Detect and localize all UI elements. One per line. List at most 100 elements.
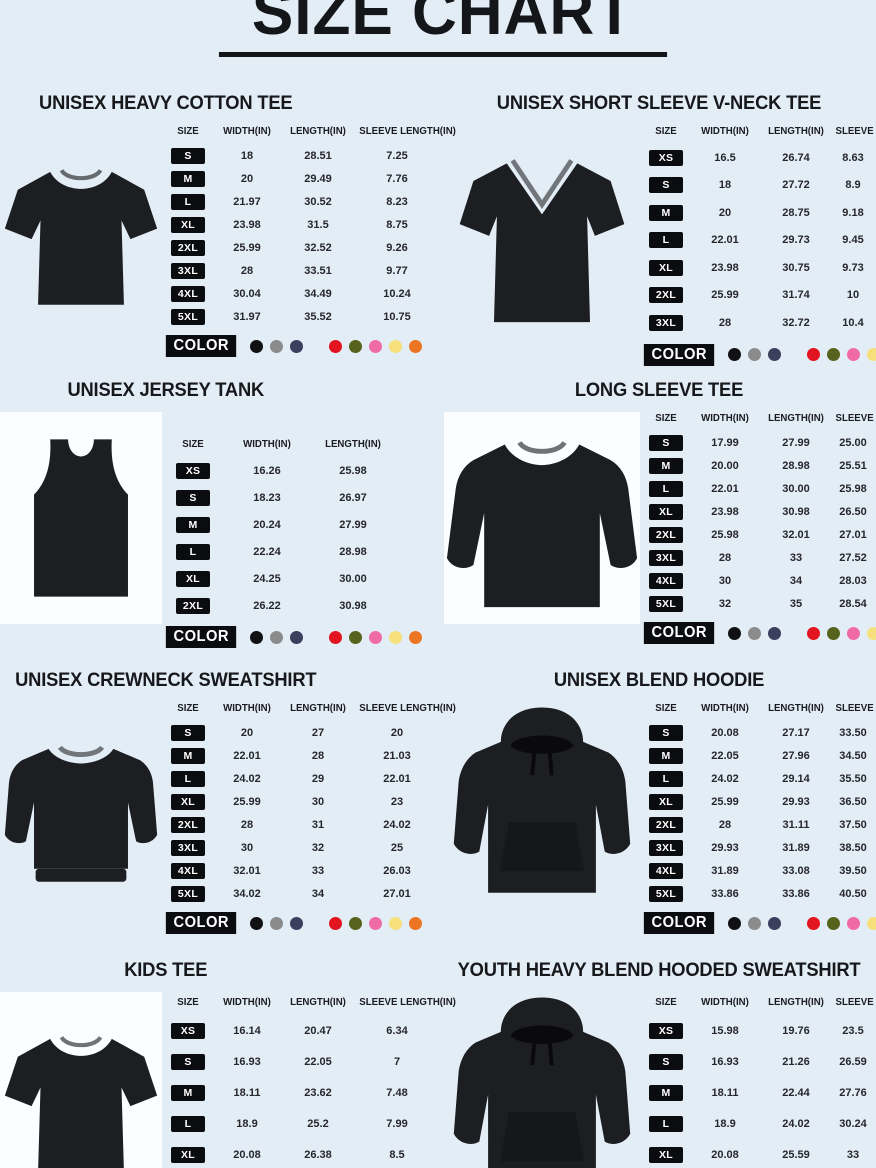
column-header-size: SIZE [177,125,199,137]
color-swatch [748,348,762,361]
sleeve-value: 27.76 [839,1086,867,1099]
width-value: 25.98 [711,528,739,541]
section-body: SIZE WIDTH(IN) LENGTH(IN) SLEEVE LENGTH(IN)… [442,992,876,1168]
sleeve-value: 22.01 [383,772,411,785]
size-chart-section: UNISEX HEAVY COTTON TEE SIZE WIDTH(IN) LEN… [0,78,456,365]
column-header-length: LENGTH(IN) [290,125,346,137]
width-value: 16.93 [711,1055,739,1068]
sections-grid: UNISEX HEAVY COTTON TEE SIZE WIDTH(IN) LEN… [0,78,876,1168]
section-body: SIZE WIDTH(IN) LENGTH(IN) SLEEVE LENGTH(IN)… [0,992,456,1168]
width-value: 32.01 [233,864,261,877]
sleeve-value: 7.48 [386,1086,408,1099]
color-row: COLOR [164,626,438,648]
size-row: 4XL 32.01 33 26.03 [162,859,438,882]
color-swatch [329,630,343,644]
length-value: 29 [311,772,325,785]
width-value: 28 [718,316,732,329]
sleeve-value: 20 [390,726,404,739]
size-badge: XL [649,1146,683,1163]
size-badge: XL [171,216,205,233]
size-badge: XL [649,503,683,520]
color-swatch [329,916,343,930]
size-chart-section: LONG SLEEVE TEE SIZE WIDTH(IN) LENGTH(IN) S… [442,365,876,655]
column-header-length: LENGTH(IN) [290,996,346,1008]
size-badge: XL [176,570,210,587]
size-row: M 20 29.49 7.76 [162,167,438,190]
size-row: 2XL 25.99 32.52 9.26 [162,236,438,259]
size-badge: L [171,1115,205,1132]
width-value: 18.9 [236,1117,258,1130]
sleeve-value: 27.01 [839,528,867,541]
length-value: 34.49 [304,287,332,300]
size-badge: S [649,1053,683,1070]
width-value: 24.02 [233,772,261,785]
size-row: S 18 27.72 8.9 [640,172,872,200]
size-table: SIZE WIDTH(IN) LENGTH(IN) SLEEVE LENGTH(IN)… [640,125,876,366]
column-header-length: LENGTH(IN) [768,996,824,1008]
color-swatch [807,626,821,640]
color-label: COLOR [165,912,237,934]
size-chart-section: UNISEX BLEND HOODIE SIZE WIDTH(IN) LENGTH(… [442,655,876,945]
sleeve-value: 33.50 [839,726,867,739]
size-row: 2XL 25.99 31.74 10 [640,282,872,310]
width-value: 20 [718,206,732,219]
size-row: 3XL 30 32 25 [162,836,438,859]
size-badge: 3XL [649,549,683,566]
size-badge: S [649,434,683,451]
section-body: SIZE WIDTH(IN) LENGTH(IN) SLEEVE LENGTH(IN)… [0,702,456,934]
width-value: 22.01 [711,482,739,495]
column-header-length: LENGTH(IN) [768,702,824,714]
size-badge: M [171,170,205,187]
section-title: YOUTH HEAVY BLEND HOODED SWEATSHIRT [457,959,861,981]
size-row: L 18.9 24.02 30.24 [640,1108,872,1139]
color-label: COLOR [643,912,715,934]
sleeve-value: 25.00 [839,436,867,449]
length-value: 35 [789,597,803,610]
size-row: 2XL 28 31 24.02 [162,813,438,836]
color-swatch [867,626,876,640]
length-value: 32.01 [782,528,810,541]
color-swatch [867,916,876,930]
size-row: XL 24.25 30.00 [162,565,438,592]
width-value: 30 [240,841,254,854]
color-swatch-group [250,916,304,930]
sleeve-value: 26.50 [839,505,867,518]
section-body: SIZE WIDTH(IN) LENGTH(IN) SLEEVE LENGTH(IN)… [442,412,876,644]
size-badge: S [171,147,205,164]
length-value: 30.75 [782,261,810,274]
sleeve-value: 26.03 [383,864,411,877]
table-body: S 18 28.51 7.25 M 20 29.49 7.76 L 21.97 30.52 8.23 X… [162,144,438,328]
width-value: 18 [718,179,732,192]
sleeve-value: 7.76 [386,172,408,185]
table-header-row: SIZE WIDTH(IN) LENGTH(IN) SLEEVE LENGTH(IN) [640,996,876,1008]
width-value: 34.02 [233,887,261,900]
width-value: 22.01 [233,749,261,762]
sleeve-value: 8.75 [386,218,408,231]
width-value: 22.01 [711,234,739,247]
size-chart-section: KIDS TEE SIZE WIDTH(IN) LENGTH(IN) SLEEVE L… [0,945,456,1168]
column-header-width: WIDTH(IN) [701,412,749,424]
width-value: 18.11 [233,1086,261,1099]
width-value: 16.5 [714,151,736,164]
size-table: SIZE WIDTH(IN) LENGTH(IN) XS 16.26 25.98 S 18.… [162,438,442,648]
color-swatch [290,630,304,644]
size-row: S 20 27 20 [162,721,438,744]
width-value: 20 [240,172,254,185]
sleeve-value: 8.9 [845,179,861,192]
color-swatch-group [728,626,782,640]
sleeve-value: 27.01 [383,887,411,900]
color-swatch-group [329,916,423,930]
section-title: UNISEX HEAVY COTTON TEE [39,92,293,114]
size-badge: 3XL [649,314,683,331]
size-row: L 22.24 28.98 [162,538,438,565]
size-badge: M [649,1084,683,1101]
size-table: SIZE WIDTH(IN) LENGTH(IN) SLEEVE LENGTH(IN)… [162,125,456,357]
column-header-size: SIZE [655,125,677,137]
width-value: 28 [240,818,254,831]
page-title: SIZE CHART [218,0,668,57]
column-header-width: WIDTH(IN) [223,996,271,1008]
sleeve-value: 7 [393,1055,401,1068]
size-badge: 2XL [171,816,205,833]
sleeve-value: 21.03 [383,749,411,762]
